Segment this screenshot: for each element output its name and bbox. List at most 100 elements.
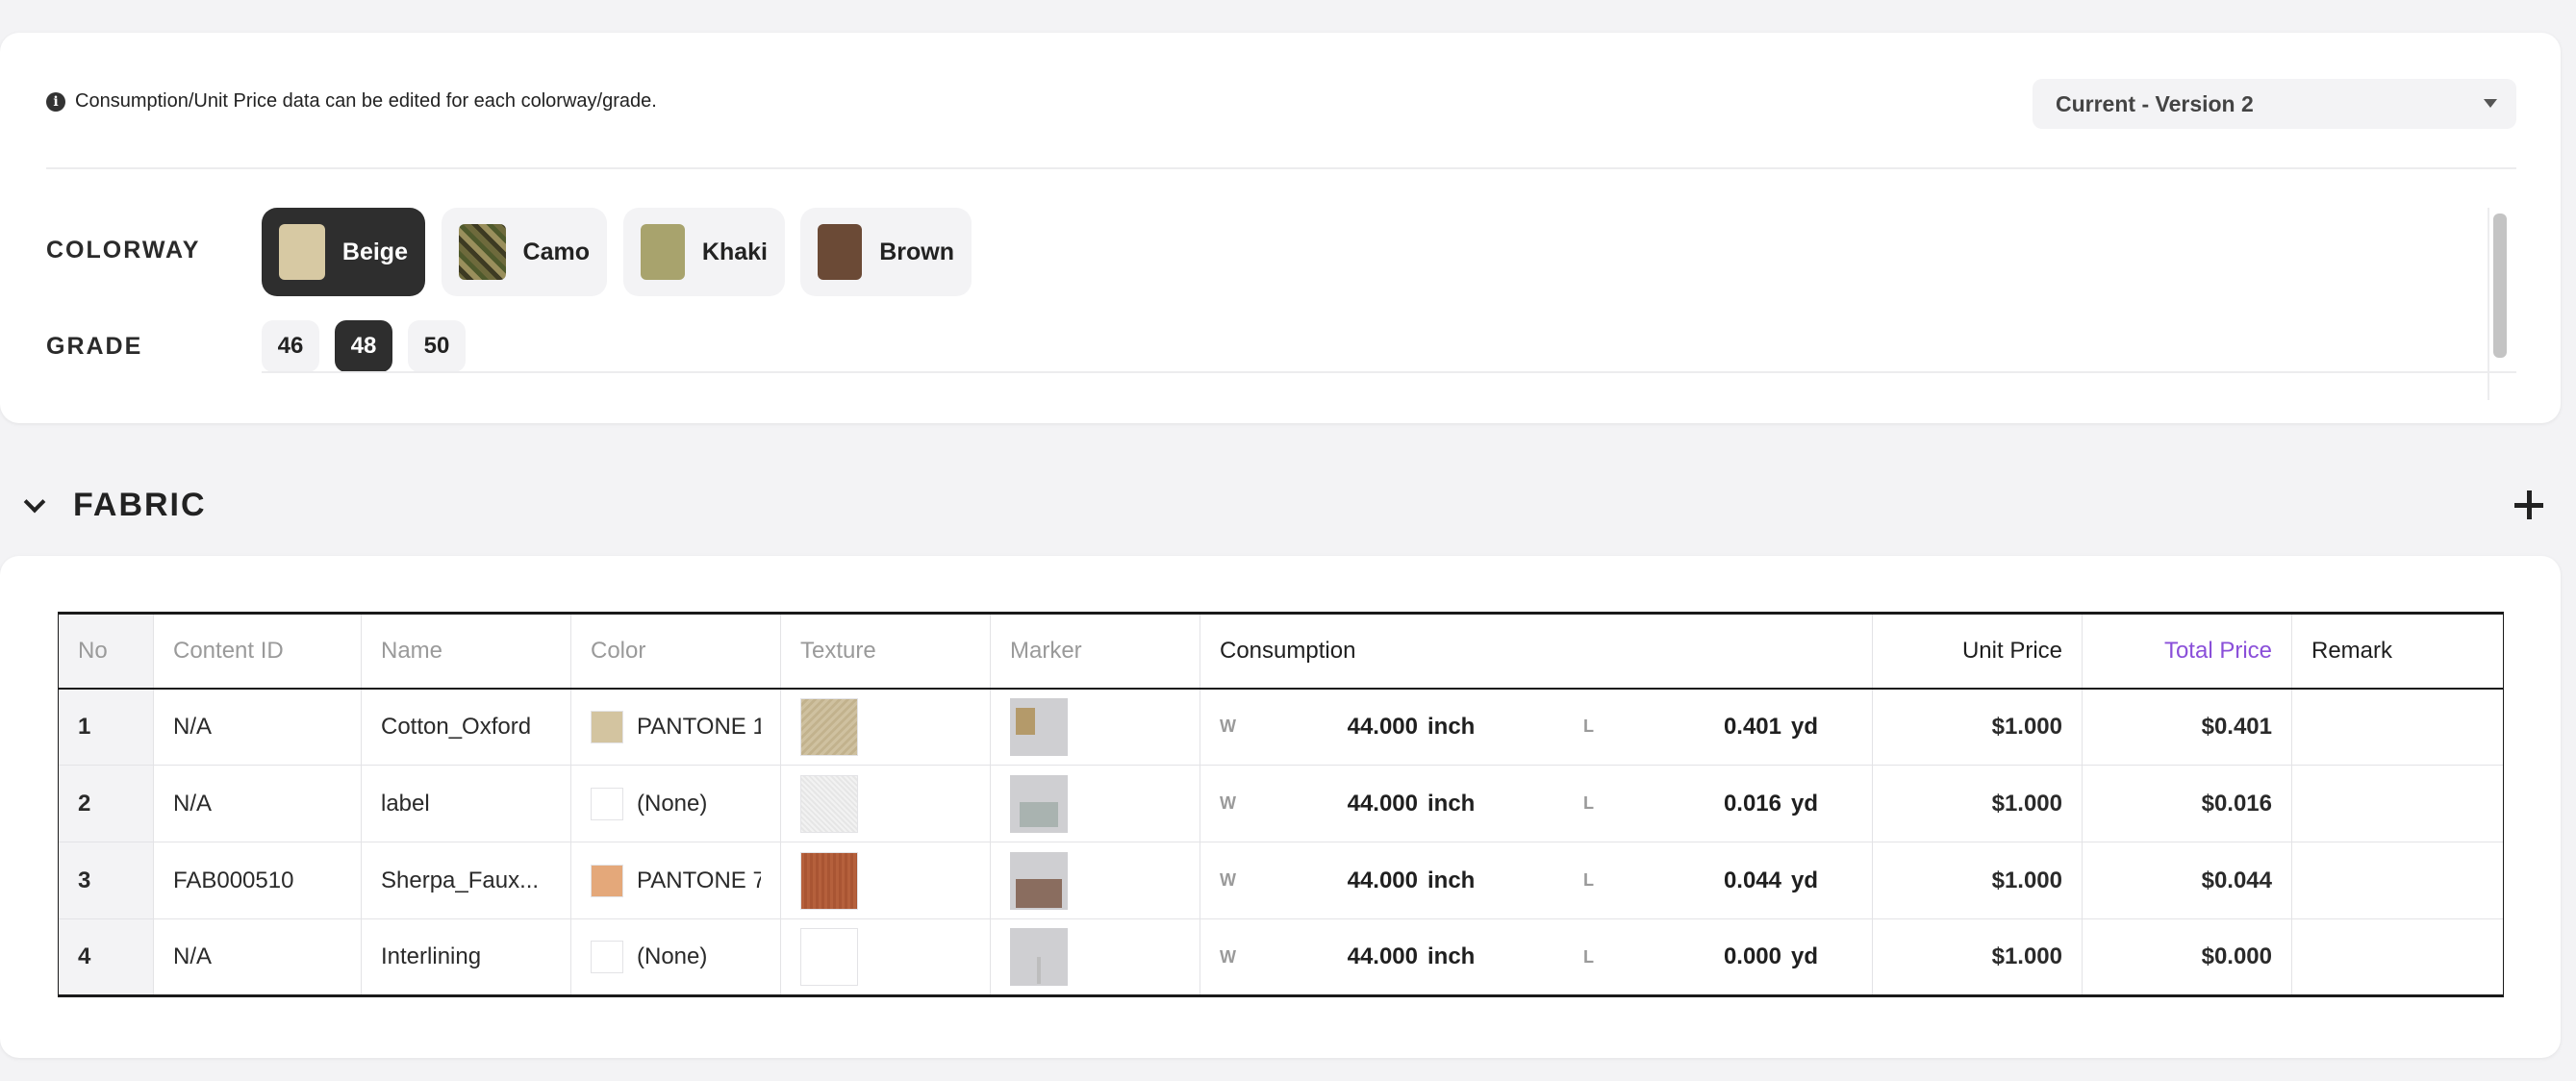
col-header-name: Name [361,613,571,689]
row-content-id: N/A [153,688,362,766]
row-marker[interactable] [990,765,1200,842]
width-label: W [1220,793,1236,813]
color-swatch [591,710,623,743]
colorway-chip-beige[interactable]: Beige [262,208,425,296]
row-total-price: $0.044 [2082,842,2292,919]
row-remark[interactable] [2291,765,2504,842]
row-content-id: N/A [153,918,362,996]
texture-thumbnail [800,928,858,986]
col-header-content-id: Content ID [153,613,362,689]
length-unit: yd [1791,713,1819,740]
row-color[interactable]: (None) [570,765,781,842]
length-value[interactable]: 0.016 [1723,790,1781,817]
version-select[interactable]: Current - Version 2 [2033,79,2516,129]
row-color[interactable]: PANTONE 74 [570,842,781,919]
row-color[interactable]: (None) [570,918,781,996]
colorway-chip-khaki[interactable]: Khaki [623,208,785,296]
table-row[interactable]: 1 N/A Cotton_Oxford PANTONE 13- W 44.000… [58,688,2504,766]
width-value[interactable]: 44.000 [1347,713,1418,740]
col-header-texture: Texture [780,613,991,689]
length-value[interactable]: 0.000 [1723,943,1781,969]
row-unit-price[interactable]: $1.000 [1872,918,2083,996]
length-value[interactable]: 0.044 [1723,867,1781,893]
length-label: L [1583,716,1594,737]
color-name: (None) [637,790,708,817]
row-unit-price[interactable]: $1.000 [1872,688,2083,766]
width-unit: inch [1427,713,1476,740]
color-name: PANTONE 74 [637,867,761,893]
table-row[interactable]: 4 N/A Interlining (None) W 44.000 inch L… [58,918,2504,996]
colorway-chip-camo[interactable]: Camo [442,208,607,296]
length-label: L [1583,946,1594,967]
row-texture[interactable] [780,842,991,919]
col-header-marker: Marker [990,613,1200,689]
edit-notice: i Consumption/Unit Price data can be edi… [46,90,657,113]
texture-thumbnail [800,851,858,910]
row-no: 3 [58,842,154,919]
scrollbar-thumb[interactable] [2493,214,2507,358]
row-remark[interactable] [2291,842,2504,919]
width-value[interactable]: 44.000 [1347,790,1418,817]
row-consumption[interactable]: W 44.000 inch L 0.000 yd [1200,918,1873,996]
color-swatch [591,787,623,820]
row-name: label [361,765,571,842]
row-texture[interactable] [780,765,991,842]
row-unit-price[interactable]: $1.000 [1872,765,2083,842]
row-consumption[interactable]: W 44.000 inch L 0.016 yd [1200,765,1873,842]
marker-thumbnail [1010,697,1068,756]
row-consumption[interactable]: W 44.000 inch L 0.044 yd [1200,842,1873,919]
caret-down-icon [2484,99,2497,108]
row-consumption[interactable]: W 44.000 inch L 0.401 yd [1200,688,1873,766]
fabric-section-toggle[interactable]: FABRIC [23,487,207,524]
row-name: Cotton_Oxford [361,688,571,766]
texture-thumbnail [800,697,858,756]
width-value[interactable]: 44.000 [1347,943,1418,969]
row-remark[interactable] [2291,688,2504,766]
color-swatch [591,941,623,973]
chip-area-divider [262,371,2516,373]
row-unit-price[interactable]: $1.000 [1872,842,2083,919]
row-no: 4 [58,918,154,996]
length-unit: yd [1791,867,1819,893]
colorway-chip-label: Khaki [701,238,768,265]
divider [46,167,2516,169]
row-marker[interactable] [990,842,1200,919]
col-header-no: No [58,613,154,689]
row-name-text: Cotton_Oxford [381,713,532,740]
row-remark[interactable] [2291,918,2504,996]
section-title: FABRIC [73,487,207,523]
notice-text: Consumption/Unit Price data can be edite… [75,90,657,112]
colorway-swatch [818,224,863,280]
grade-label: GRADE [46,333,143,360]
width-unit: inch [1427,790,1476,817]
colorway-label: COLORWAY [46,237,201,264]
length-label: L [1583,870,1594,890]
row-content-id: N/A [153,765,362,842]
table-row[interactable]: 3 FAB000510 Sherpa_Faux... PANTONE 74 W … [58,842,2504,919]
grade-chip-50[interactable]: 50 [408,320,466,372]
row-texture[interactable] [780,688,991,766]
row-texture[interactable] [780,918,991,996]
scrollbar-track [2488,208,2516,400]
row-name-text: Sherpa_Faux... [381,867,540,893]
grade-chip-46[interactable]: 46 [262,320,319,372]
colorway-chip-brown[interactable]: Brown [800,208,972,296]
colorway-chip-label: Beige [341,238,408,265]
grade-chip-48[interactable]: 48 [335,320,392,372]
row-marker[interactable] [990,688,1200,766]
colorway-swatch [459,224,506,280]
row-color[interactable]: PANTONE 13- [570,688,781,766]
row-total-price: $0.401 [2082,688,2292,766]
col-header-unit-price: Unit Price [1872,613,2083,689]
add-fabric-button[interactable] [2514,490,2543,519]
row-total-price: $0.016 [2082,765,2292,842]
table-row[interactable]: 2 N/A label (None) W 44.000 inch L 0.016… [58,765,2504,842]
row-no: 2 [58,765,154,842]
colorway-swatch [641,224,685,280]
length-value[interactable]: 0.401 [1723,713,1781,740]
row-marker[interactable] [990,918,1200,996]
width-value[interactable]: 44.000 [1347,867,1418,893]
color-name: (None) [637,943,708,969]
col-header-consumption: Consumption [1200,613,1873,689]
row-name: Interlining [361,918,571,996]
